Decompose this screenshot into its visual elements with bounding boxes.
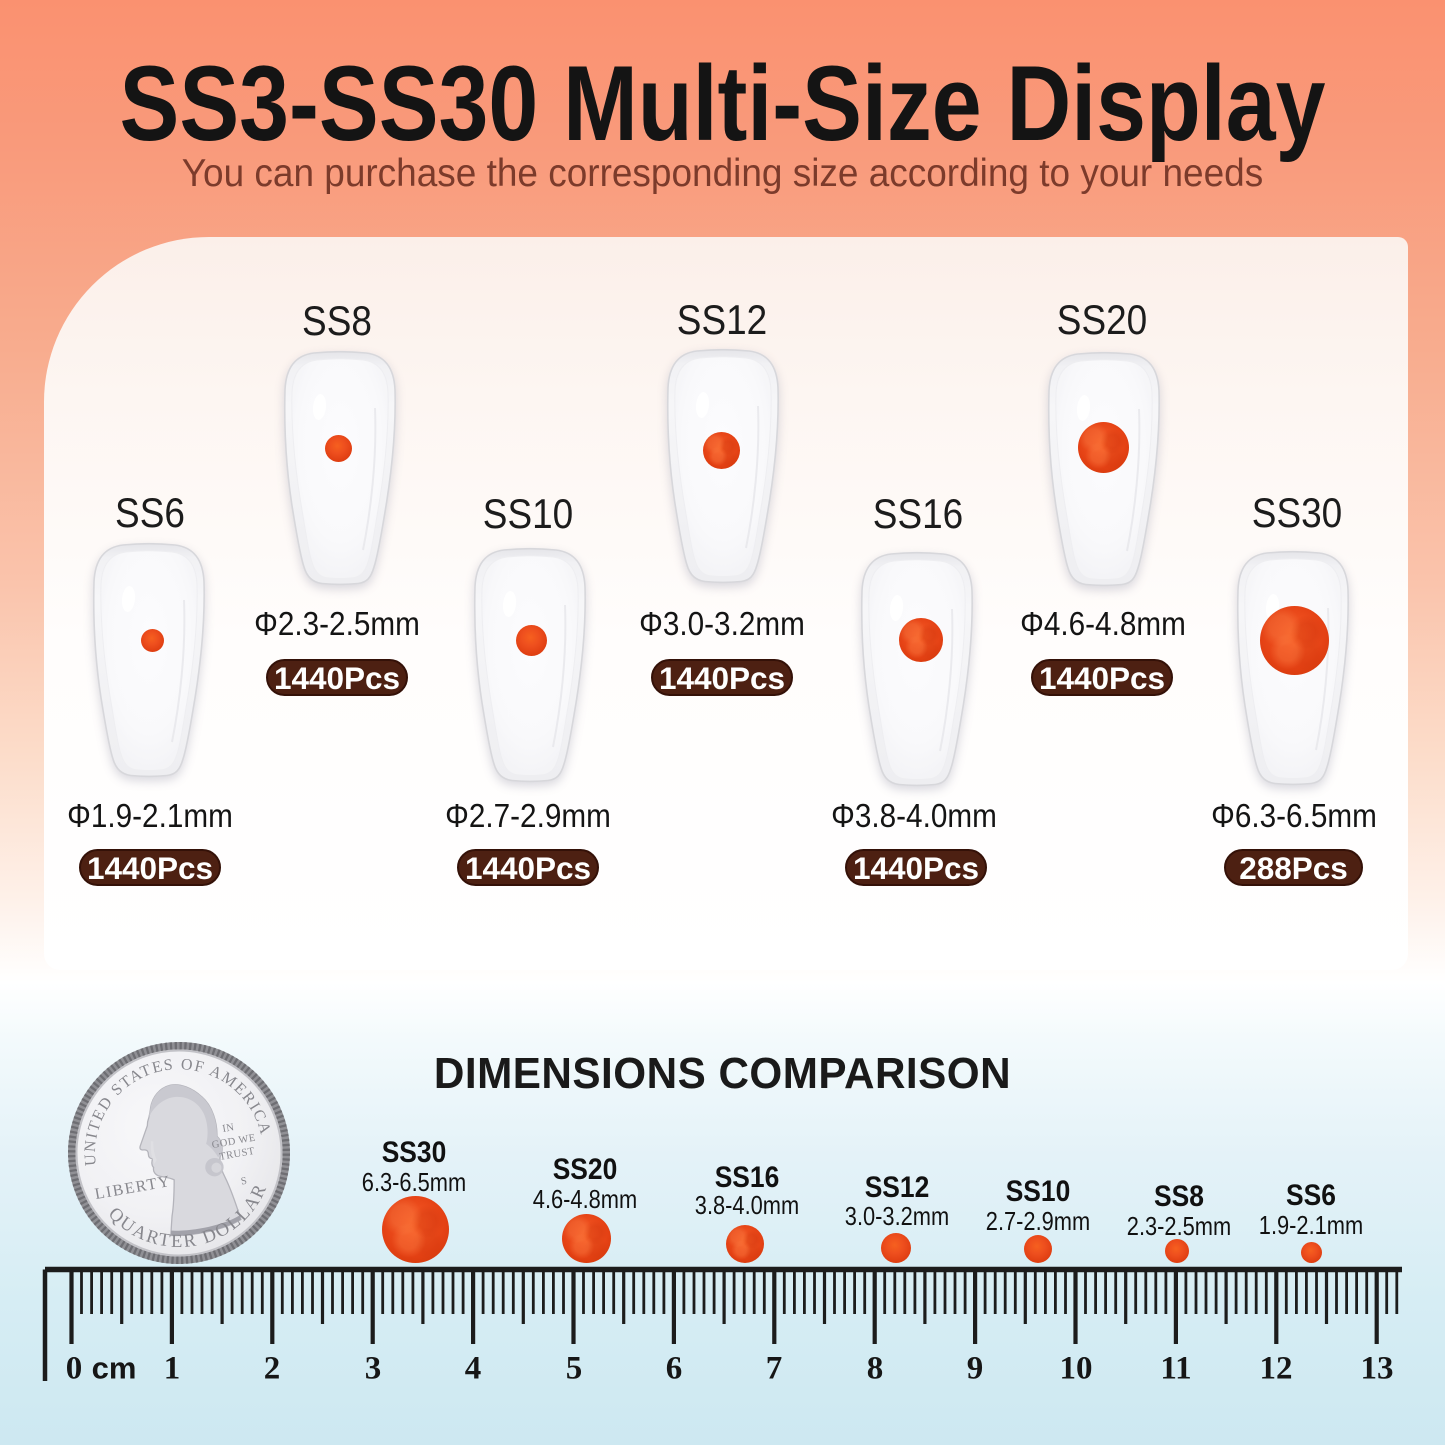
svg-text:1: 1: [164, 1351, 181, 1387]
svg-text:12: 12: [1260, 1351, 1293, 1387]
svg-text:10: 10: [1060, 1351, 1093, 1387]
svg-text:2: 2: [264, 1351, 281, 1387]
svg-text:13: 13: [1361, 1351, 1394, 1387]
svg-text:IN: IN: [222, 1122, 236, 1135]
svg-text:5: 5: [566, 1351, 583, 1387]
svg-text:6: 6: [666, 1351, 683, 1387]
svg-text:3: 3: [365, 1351, 382, 1387]
svg-text:0: 0: [66, 1351, 83, 1387]
svg-text:9: 9: [967, 1351, 984, 1387]
svg-text:cm: cm: [92, 1351, 137, 1386]
svg-text:7: 7: [766, 1351, 783, 1387]
svg-text:8: 8: [867, 1351, 884, 1387]
svg-text:11: 11: [1160, 1351, 1191, 1387]
svg-text:4: 4: [465, 1351, 482, 1387]
svg-text:S: S: [240, 1176, 248, 1188]
